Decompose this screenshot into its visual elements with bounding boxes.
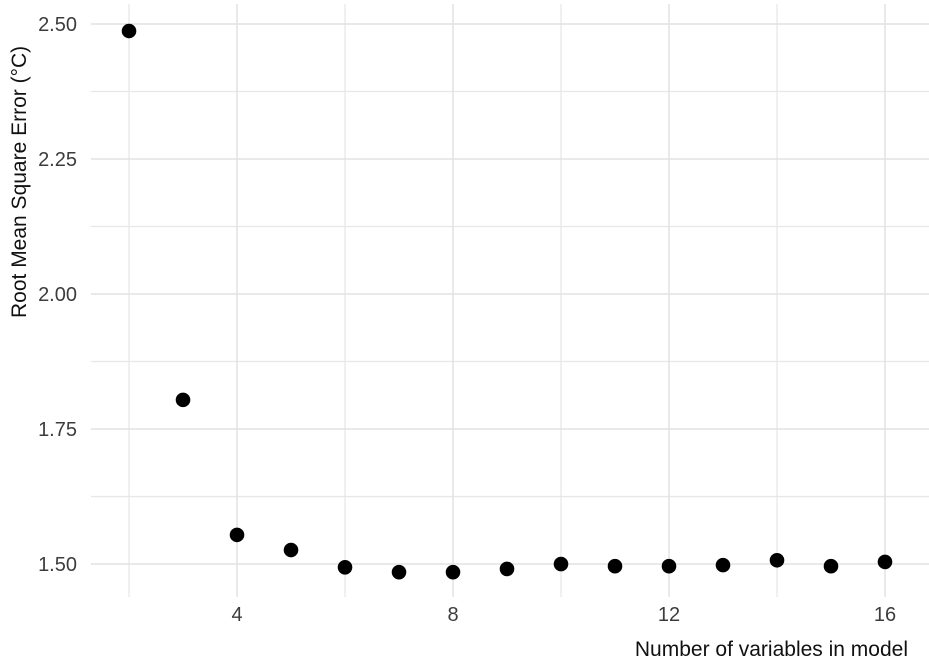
major-gridlines (91, 4, 929, 597)
y-tick-label: 1.50 (38, 554, 77, 576)
data-point (715, 557, 731, 573)
x-tick-label: 16 (874, 604, 896, 626)
y-tick-label: 2.25 (38, 149, 77, 171)
y-tick-label: 2.50 (38, 14, 77, 36)
data-point (499, 561, 515, 577)
minor-gridlines (91, 4, 929, 597)
data-point (661, 558, 677, 574)
data-points (121, 23, 893, 580)
x-tick-label: 8 (447, 604, 458, 626)
x-tick-label: 4 (231, 604, 242, 626)
y-tick-label: 2.00 (38, 284, 77, 306)
x-axis-title: Number of variables in model (635, 638, 908, 661)
data-point (553, 556, 569, 572)
data-point (229, 527, 245, 543)
data-point (445, 564, 461, 580)
data-point (607, 558, 623, 574)
y-axis-tick-labels: 1.50 1.75 2.00 2.25 2.50 (38, 14, 77, 576)
data-point (877, 554, 893, 570)
data-point (823, 558, 839, 574)
data-point (769, 552, 785, 568)
data-point (337, 559, 353, 575)
data-point (391, 564, 407, 580)
y-axis-title: Root Mean Square Error (°C) (8, 46, 31, 318)
x-tick-label: 12 (658, 604, 680, 626)
data-point (175, 392, 191, 408)
data-point (121, 23, 137, 39)
x-axis-tick-labels: 4 8 12 16 (231, 604, 896, 626)
data-point (283, 542, 299, 558)
y-tick-label: 1.75 (38, 419, 77, 441)
